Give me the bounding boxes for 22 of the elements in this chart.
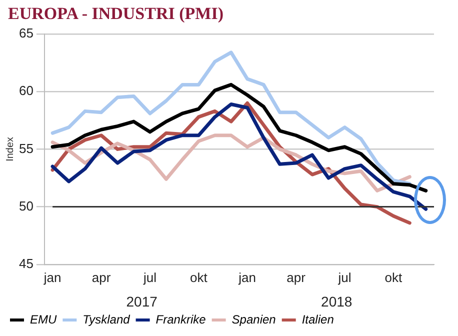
y-tick-label: 50: [18, 198, 34, 214]
y-tick-label: 45: [18, 256, 34, 271]
x-tick-label: okt: [384, 270, 402, 285]
text: 2017: [126, 293, 158, 310]
legend-label: EMU: [30, 312, 57, 326]
text: 2018: [321, 293, 352, 310]
y-tick-label: 55: [18, 140, 34, 156]
x-tick-label: jul: [337, 270, 352, 285]
x-tick-label: apr: [92, 270, 112, 285]
chart-title: EUROPA - INDUSTRI (PMI): [8, 4, 224, 24]
legend-label: Frankrike: [156, 312, 206, 326]
x-tick-label: jan: [238, 270, 256, 285]
x-tick-label: okt: [190, 270, 208, 285]
legend-label: Spanien: [232, 312, 276, 326]
y-tick-label: 60: [18, 83, 34, 98]
x-tick-label: jan: [42, 270, 62, 285]
y-axis-title: Index: [4, 136, 16, 162]
x-tick-label: jul: [142, 270, 157, 285]
legend-label: Tyskland: [82, 312, 130, 326]
x-tick-label: apr: [286, 270, 306, 285]
legend-label: Italien: [302, 312, 334, 326]
y-tick-label: 65: [18, 26, 34, 41]
